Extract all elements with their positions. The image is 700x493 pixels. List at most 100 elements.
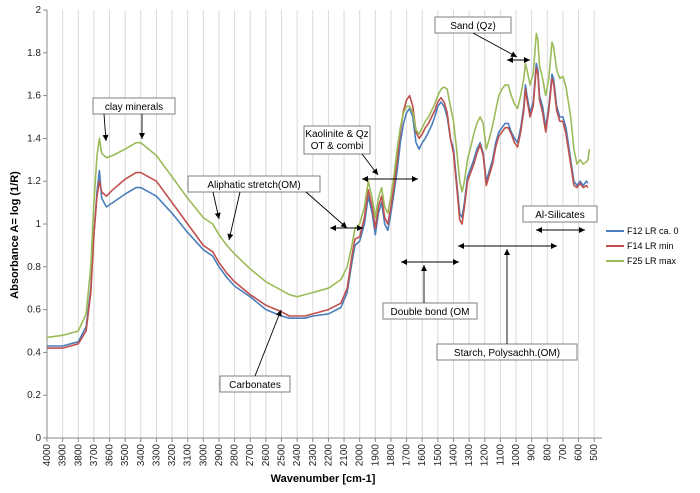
sand-arrow: [472, 32, 518, 58]
x-tick-label: 2400: [292, 444, 303, 467]
aliphatic-arrow-3-head: [340, 221, 347, 228]
starch-range-head: [458, 243, 464, 249]
x-tick-label: 2300: [308, 444, 319, 467]
series-lines: [46, 32, 591, 349]
kaolinite-text: OT & combi: [311, 141, 364, 152]
legend: F12 LR ca. 0 F14 LR min F25 LR max: [606, 226, 679, 266]
x-tick-label: 1700: [402, 444, 413, 467]
x-tick-label: 2600: [261, 444, 272, 467]
double-bond-range-head: [453, 259, 459, 265]
x-axis-title: Wavenumber [cm-1]: [271, 473, 376, 485]
y-tick-label: 0.8: [27, 262, 41, 273]
x-tick-label: 3700: [89, 444, 100, 467]
x-tick-label: 1200: [480, 444, 491, 467]
x-tick-label: 3800: [73, 444, 84, 467]
series-line-2: [47, 67, 589, 349]
x-tick-label: 1400: [448, 444, 459, 467]
x-tick-label: 2800: [230, 444, 241, 467]
aliphatic-arrow-3: [305, 191, 348, 229]
x-tick-label: 700: [558, 444, 569, 461]
starch-text: Starch, Polysachh.(OM): [454, 348, 560, 359]
aliphatic-range-head: [330, 225, 336, 231]
x-tick-label: 1300: [464, 444, 475, 467]
annotations: clay minerals Aliphatic stretch(OM) Carbon…: [92, 16, 598, 393]
y-tick-label: 1.4: [27, 133, 41, 144]
y-tick-label: 1.8: [27, 48, 41, 59]
x-tick-label: 3600: [105, 444, 116, 467]
double-bond-range-head: [401, 259, 407, 265]
x-tick-label: 2900: [214, 444, 225, 467]
y-tick-label: 0.2: [27, 390, 41, 401]
kaolinite-range-head: [412, 176, 418, 182]
x-tick-label: 1500: [433, 444, 444, 467]
x-tick-label: 3500: [120, 444, 131, 467]
sand-qz-text: Sand (Qz): [450, 21, 496, 32]
series-line-3: [46, 32, 591, 339]
x-tick-label: 1900: [370, 444, 381, 467]
clay-minerals-text: clay minerals: [105, 102, 163, 113]
x-tick-label: 1800: [386, 444, 397, 467]
al-silicates-box: [522, 205, 598, 223]
x-tick-label: 1100: [495, 444, 506, 466]
kaolinite-box: [303, 125, 371, 155]
al-silicates-range-head: [536, 227, 542, 233]
x-tick-label: 800: [542, 444, 553, 461]
legend-label: F12 LR ca. 0: [627, 226, 679, 236]
aliphatic-arrow-1-head: [214, 212, 221, 219]
kaolinite-range-head: [362, 176, 368, 182]
kaolinite-arrow-head: [371, 168, 378, 175]
legend-label: F14 LR min: [627, 241, 674, 251]
y-axis-title: Absorbance A= log (1/R): [9, 171, 21, 299]
x-tick-label: 3300: [151, 444, 162, 467]
starch-range-head: [551, 243, 557, 249]
carbonates-arrow: [254, 309, 282, 377]
axes: 4000 3900 3800 3700 3600 3500 3400 3300 3200 3100…: [27, 5, 602, 466]
clay-minerals-arrow-2-head: [139, 133, 145, 139]
x-tick-label: 900: [527, 444, 538, 461]
double-bond-arrow-head: [421, 265, 427, 271]
x-tick-label: 4000: [42, 444, 53, 467]
double-bond-box: [382, 302, 478, 320]
x-tick-label: 3200: [167, 444, 178, 467]
sand-range-head: [507, 57, 513, 63]
x-tick-label: 2500: [277, 444, 288, 467]
aliphatic-stretch-text: Aliphatic stretch(OM): [207, 180, 300, 191]
sand-arrow-head: [510, 51, 517, 57]
x-tick-label: 1600: [417, 444, 428, 467]
y-tick-label: 0: [35, 433, 41, 444]
sand-range-head: [524, 57, 530, 63]
x-tick-label: 3100: [183, 444, 194, 467]
x-tick-label: 2700: [245, 444, 256, 467]
aliphatic-range-head: [357, 225, 363, 231]
x-tick-label: 1000: [511, 444, 522, 467]
x-tick-label: 3900: [58, 444, 69, 467]
legend-label: F25 LR max: [627, 256, 677, 266]
x-tick-label: 2200: [323, 444, 334, 467]
y-tick-label: 0.4: [27, 347, 41, 358]
x-tick-label: 3400: [136, 444, 147, 467]
x-tick-label: 500: [589, 444, 600, 461]
x-tick-label: 2000: [355, 444, 366, 467]
y-tick-label: 0.6: [27, 305, 41, 316]
kaolinite-text: Kaolinite & Qz: [305, 129, 368, 140]
aliphatic-stretch-box: [187, 175, 321, 193]
double-bond-text: Double bond (OM: [391, 307, 470, 318]
y-tick-label: 1.2: [27, 176, 41, 187]
y-tick-label: 2: [35, 5, 41, 16]
aliphatic-arrow-2: [228, 191, 241, 241]
x-tick-label: 2100: [339, 444, 350, 467]
starch-arrow-head: [504, 249, 510, 255]
al-silicates-text: Al-Silicates: [535, 210, 584, 221]
x-tick-label: 600: [574, 444, 585, 461]
x-tick-label: 3000: [198, 444, 209, 467]
al-silicates-range-head: [579, 227, 585, 233]
grid: [46, 10, 595, 438]
y-tick-label: 1.6: [27, 91, 41, 102]
y-tick-label: 1: [35, 219, 41, 230]
carbonates-arrow-head: [276, 310, 282, 317]
aliphatic-arrow-2-head: [227, 233, 234, 240]
carbonates-text: Carbonates: [229, 380, 281, 391]
clay-minerals-arrow-1-head: [102, 134, 109, 141]
